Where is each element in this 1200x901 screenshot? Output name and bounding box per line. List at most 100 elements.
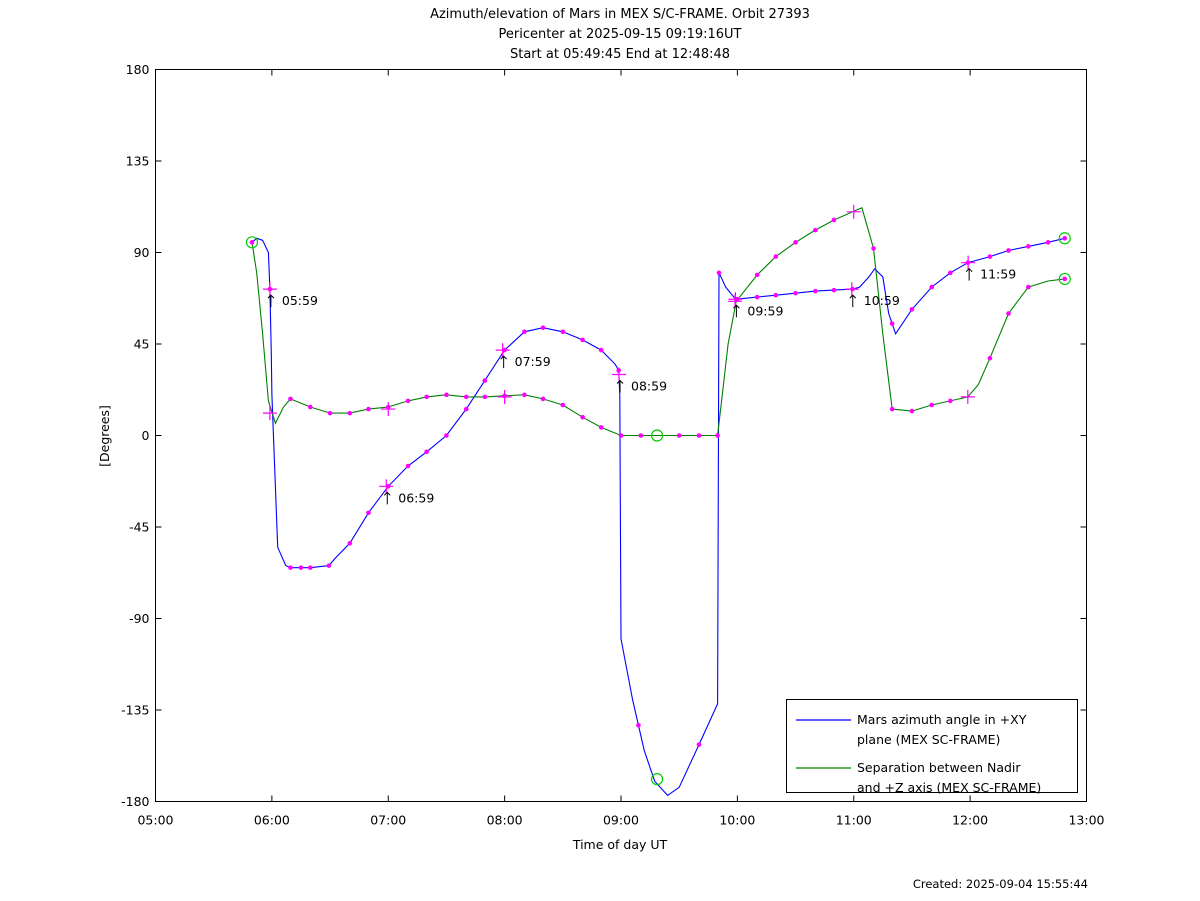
series-1-point bbox=[560, 329, 566, 335]
series-1-point bbox=[1006, 248, 1011, 253]
series-2-point bbox=[482, 394, 488, 400]
series-line-2 bbox=[251, 207, 1065, 437]
series-2-point bbox=[560, 402, 566, 408]
hour-label: 11:59 bbox=[980, 267, 1016, 282]
legend-label-2: Separation between Nadir bbox=[857, 760, 1021, 775]
cross-marker bbox=[262, 406, 277, 421]
hour-arrow bbox=[965, 267, 973, 281]
event-circle-marker bbox=[650, 773, 664, 786]
series-1-point bbox=[580, 337, 585, 343]
title-line-2: Pericenter at 2025-09-15 09:19:16UT bbox=[498, 27, 741, 42]
hour-cross-marker bbox=[262, 282, 277, 297]
y-tick-label: 0 bbox=[142, 428, 150, 443]
hour-arrow bbox=[616, 379, 624, 393]
series-2-point bbox=[831, 217, 837, 223]
hour-arrow bbox=[383, 491, 391, 505]
series-2-point bbox=[307, 404, 313, 410]
series-1-point bbox=[987, 254, 993, 259]
series-1-point bbox=[249, 240, 255, 245]
x-tick-label: 12:00 bbox=[952, 813, 988, 828]
series-1-point bbox=[326, 563, 332, 568]
series-2-point bbox=[696, 433, 702, 438]
series-1-point bbox=[831, 287, 837, 293]
axis-ticks: 05:00 06:00 07:00 08:00 09:00 10:00 11:00 12:00… bbox=[121, 62, 1104, 828]
series-2-point bbox=[793, 240, 798, 245]
x-tick-label: 11:00 bbox=[836, 813, 872, 828]
hour-cross-marker bbox=[728, 292, 743, 307]
x-tick-label: 09:00 bbox=[603, 813, 639, 828]
series-1-point bbox=[793, 290, 798, 296]
series-1-point bbox=[482, 378, 488, 383]
series-1-point bbox=[889, 321, 895, 326]
series-1-point bbox=[929, 284, 935, 290]
event-circle-marker bbox=[245, 236, 259, 249]
series-1-point bbox=[463, 406, 469, 412]
y-tick-label: -90 bbox=[129, 611, 149, 626]
series-2-point bbox=[540, 396, 546, 402]
hour-label: 07:59 bbox=[515, 354, 551, 369]
hour-label: 06:59 bbox=[398, 490, 434, 505]
x-axis-label: Time of day UT bbox=[572, 837, 668, 852]
event-circle-marker bbox=[1058, 232, 1071, 245]
series-1-point bbox=[909, 307, 915, 312]
series-2-point bbox=[813, 227, 818, 233]
chart-title: Azimuth/elevation of Mars in MEX S/C-FRA… bbox=[430, 7, 810, 62]
series-2-point bbox=[754, 272, 760, 278]
series-2-point bbox=[1006, 311, 1011, 316]
series-2-point bbox=[715, 433, 720, 438]
series-2-point bbox=[773, 254, 779, 259]
hour-arrow bbox=[733, 304, 740, 318]
series-1-point bbox=[1045, 240, 1051, 245]
y-tick-label: 45 bbox=[134, 337, 150, 352]
legend-label-1: Mars azimuth angle in +XY bbox=[857, 712, 1027, 727]
series-markers bbox=[245, 204, 1071, 786]
hour-arrow bbox=[849, 294, 857, 308]
series-1-point bbox=[696, 742, 702, 747]
series-1-point bbox=[1062, 235, 1068, 241]
series-1-point bbox=[948, 270, 953, 276]
series-2-point bbox=[889, 406, 895, 412]
series-1-point bbox=[444, 433, 449, 438]
hour-cross-marker bbox=[612, 367, 627, 382]
y-tick-label: 90 bbox=[134, 245, 150, 260]
x-tick-label: 08:00 bbox=[487, 813, 523, 828]
series-2-point bbox=[347, 410, 353, 416]
y-axis-label: [Degrees] bbox=[97, 405, 112, 467]
series-2-point bbox=[288, 396, 293, 402]
event-circle-marker bbox=[1058, 272, 1071, 286]
series-2-point bbox=[1026, 284, 1031, 290]
series-1-point bbox=[598, 347, 604, 353]
legend-label-2: and +Z axis (MEX SC-FRAME) bbox=[857, 780, 1041, 795]
series-2-point bbox=[463, 394, 469, 400]
series-2-point bbox=[327, 410, 333, 416]
hour-cross-marker bbox=[844, 282, 859, 297]
legend: Mars azimuth angle in +XY plane (MEX SC-F… bbox=[786, 699, 1078, 795]
series-1-point bbox=[288, 565, 293, 570]
series-line-1 bbox=[251, 237, 1065, 797]
series-2-point bbox=[366, 406, 371, 412]
series-2-point bbox=[522, 392, 527, 398]
y-tick-label: 135 bbox=[126, 154, 150, 169]
hour-cross-marker bbox=[379, 479, 394, 494]
series-1-point bbox=[424, 449, 429, 455]
y-tick-label: -45 bbox=[129, 520, 149, 535]
hour-annotations: 05:59 06:59 07:59 08:59 09:59 10:59 11:59 bbox=[267, 267, 1016, 505]
cross-marker bbox=[381, 402, 396, 417]
hour-label: 10:59 bbox=[864, 293, 900, 308]
hour-label: 05:59 bbox=[282, 293, 318, 308]
legend-box bbox=[786, 699, 1078, 793]
series-1-point bbox=[522, 329, 527, 335]
series-1-point bbox=[540, 325, 546, 331]
cross-marker bbox=[497, 389, 512, 404]
y-tick-label: -135 bbox=[121, 703, 149, 718]
y-tick-label: 180 bbox=[126, 62, 150, 77]
hour-arrow bbox=[267, 294, 275, 308]
series-2-point bbox=[444, 392, 449, 398]
legend-label-1: plane (MEX SC-FRAME) bbox=[857, 732, 1000, 747]
series-lines bbox=[251, 207, 1065, 797]
event-circle-marker bbox=[650, 429, 664, 442]
x-tick-label: 07:00 bbox=[370, 813, 406, 828]
series-1-point bbox=[307, 565, 313, 570]
series-1-point bbox=[716, 270, 722, 276]
